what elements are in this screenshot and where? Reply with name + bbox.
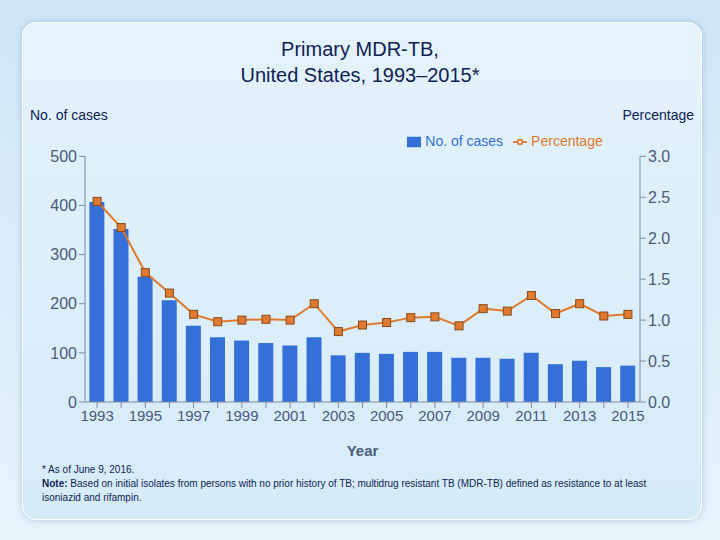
svg-text:2.5: 2.5 xyxy=(648,189,670,206)
svg-text:0: 0 xyxy=(68,394,77,411)
svg-text:1993: 1993 xyxy=(80,407,113,424)
svg-text:2007: 2007 xyxy=(418,407,451,424)
svg-text:200: 200 xyxy=(50,295,77,312)
svg-text:1995: 1995 xyxy=(129,407,162,424)
svg-text:100: 100 xyxy=(50,345,77,362)
html-text:No. of cases: No. of cases xyxy=(30,107,108,123)
svg-text:0.0: 0.0 xyxy=(648,394,670,411)
html-text:No. of cases: No. of cases xyxy=(425,133,504,149)
svg-text:2009: 2009 xyxy=(466,407,499,424)
svg-text:Year: Year xyxy=(347,442,379,459)
svg-text:2011: 2011 xyxy=(515,407,547,424)
svg-text:2013: 2013 xyxy=(563,407,596,424)
svg-text:2005: 2005 xyxy=(370,407,403,424)
svg-text:3.0: 3.0 xyxy=(648,148,670,165)
svg-text:1.0: 1.0 xyxy=(648,312,670,329)
svg-text:2015: 2015 xyxy=(611,407,644,424)
svg-text:2001: 2001 xyxy=(273,407,306,424)
html-text:Note: Based on initial isolate: Note: Based on initial isolates from per… xyxy=(42,478,647,503)
svg-text:400: 400 xyxy=(50,197,77,214)
svg-text:500: 500 xyxy=(50,148,77,165)
svg-text:2003: 2003 xyxy=(322,407,355,424)
html-text:Primary MDR-TB,: Primary MDR-TB, xyxy=(281,38,439,60)
svg-text:0.5: 0.5 xyxy=(648,353,670,370)
html-text:Percentage: Percentage xyxy=(622,107,694,123)
svg-text:1.5: 1.5 xyxy=(648,271,670,288)
svg-text:1999: 1999 xyxy=(225,407,258,424)
html-text:* As of June 9, 2016.: * As of June 9, 2016. xyxy=(42,464,135,475)
html-text:United States, 1993–2015*: United States, 1993–2015* xyxy=(240,64,480,86)
svg-text:300: 300 xyxy=(50,246,77,263)
svg-text:1997: 1997 xyxy=(177,407,210,424)
svg-text:2.0: 2.0 xyxy=(648,230,670,247)
html-text:Percentage: Percentage xyxy=(531,133,603,149)
